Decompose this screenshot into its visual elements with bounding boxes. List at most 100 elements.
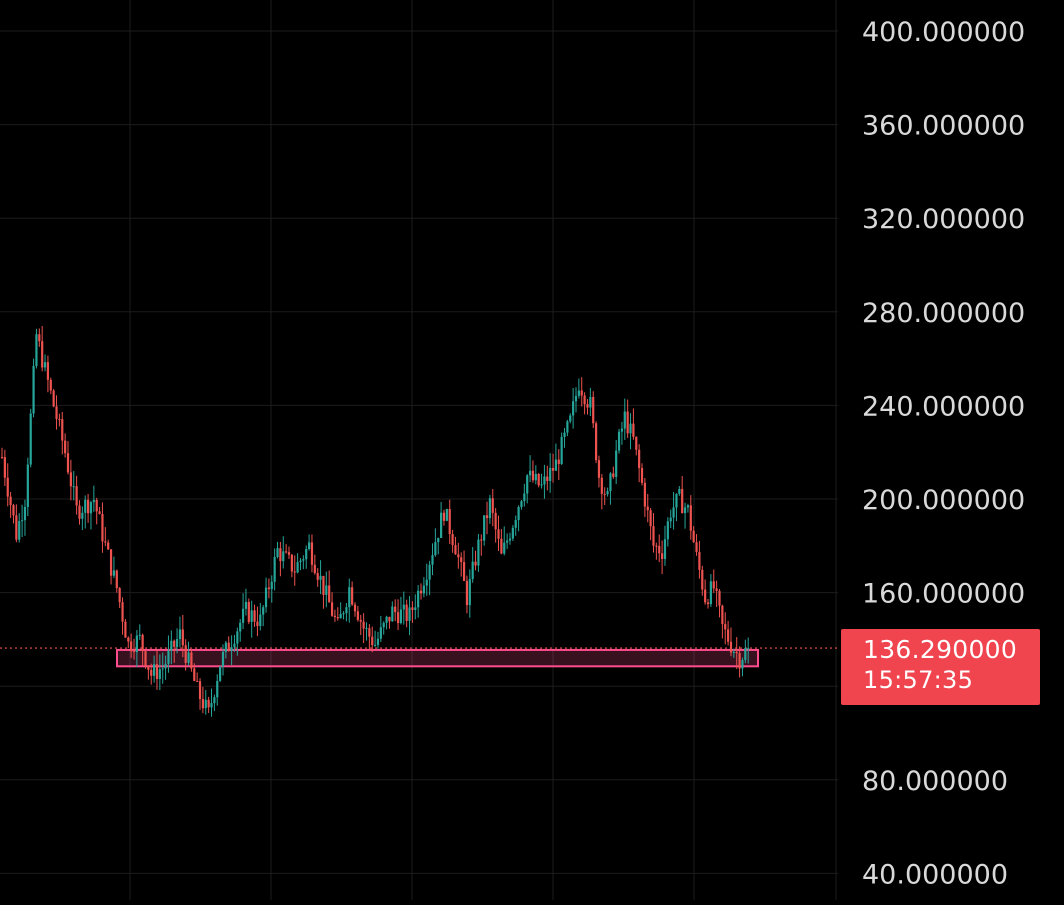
y-tick-label: 400.000000 <box>862 17 1025 48</box>
candle-body <box>198 681 202 700</box>
candle-body <box>190 652 193 669</box>
candle-up <box>629 413 632 450</box>
candle-down <box>460 552 463 577</box>
candle-body <box>617 431 621 451</box>
candle-body <box>551 467 555 471</box>
candle-body <box>460 557 463 563</box>
support-zone[interactable] <box>116 648 759 668</box>
candle-up <box>161 652 164 684</box>
candle-up <box>468 569 471 618</box>
candle-down <box>64 433 67 458</box>
candle-down <box>184 639 187 671</box>
candle-up <box>282 536 285 569</box>
candle-body <box>422 585 425 594</box>
candle-body <box>89 502 93 514</box>
candle-down <box>454 536 457 555</box>
candle-body <box>396 612 400 624</box>
candle-down <box>649 508 652 541</box>
candle-body <box>652 526 655 546</box>
candle-up <box>26 457 29 517</box>
candle-down <box>147 665 150 680</box>
candle-down <box>95 497 98 525</box>
candle-up <box>732 648 735 658</box>
candle-body <box>514 520 517 528</box>
candle-up <box>399 596 403 625</box>
candle-down <box>310 534 314 573</box>
candle-body <box>256 621 259 626</box>
candle-body <box>230 647 233 652</box>
candle-body <box>491 498 494 513</box>
candle-body <box>161 668 164 670</box>
candle-down <box>706 598 710 609</box>
candle-up <box>164 655 167 680</box>
candle-up <box>135 630 138 668</box>
candle-body <box>130 641 133 652</box>
candle-down <box>586 399 589 415</box>
candle-body <box>75 486 78 506</box>
candle-body <box>428 564 431 580</box>
candle-down <box>78 500 81 525</box>
candle-up <box>577 378 580 399</box>
candle-up <box>244 588 248 616</box>
candle-body <box>87 499 90 514</box>
candle-down <box>394 599 397 622</box>
candle-up <box>672 491 675 530</box>
candle-up <box>508 532 512 545</box>
candle-body <box>666 521 669 540</box>
candle-down <box>371 626 374 653</box>
candle-down <box>279 541 282 577</box>
candle-body <box>78 505 81 519</box>
candle-body <box>95 499 98 512</box>
candle-down <box>448 499 451 545</box>
candle-down <box>727 620 730 646</box>
candle-down <box>333 609 337 622</box>
candle-down <box>3 449 6 487</box>
candle-down <box>132 638 136 660</box>
candle-down <box>15 504 18 543</box>
candle-body <box>353 604 357 612</box>
candle-down <box>104 527 107 547</box>
candle-up <box>307 534 311 551</box>
candle-body <box>686 505 690 508</box>
candle-down <box>738 646 741 678</box>
candle-body <box>563 432 566 437</box>
candle-body <box>285 551 288 553</box>
candle-body <box>729 641 733 653</box>
candle-body <box>537 473 540 486</box>
candle-body <box>638 449 641 469</box>
candle-up <box>35 328 38 369</box>
candle-up <box>374 630 377 647</box>
candle-down <box>130 633 133 658</box>
candle-up <box>365 622 368 641</box>
candle-body <box>316 573 319 580</box>
candle-up <box>239 618 242 642</box>
candle-down <box>396 599 400 631</box>
candle-up <box>264 577 268 613</box>
candle-body <box>273 557 276 582</box>
candle-body <box>572 401 575 416</box>
candle-body <box>233 643 236 648</box>
candle-up <box>417 585 420 618</box>
candle-body <box>98 511 101 515</box>
candle-up <box>345 602 348 622</box>
candle-up <box>158 654 161 691</box>
candle-body <box>118 588 121 603</box>
candle-body <box>313 564 316 574</box>
candle-up <box>230 635 233 666</box>
candle-down <box>227 636 230 652</box>
candle-body <box>678 489 681 494</box>
candle-body <box>181 629 184 646</box>
candle-up <box>549 453 552 493</box>
candle-down <box>107 539 110 550</box>
candle-down <box>101 502 104 553</box>
candle-body <box>153 664 156 676</box>
candle-body <box>603 493 606 495</box>
candle-body <box>379 627 382 639</box>
candle-body <box>322 575 325 595</box>
candle-body <box>290 554 293 572</box>
candle-up <box>615 440 618 484</box>
candle-body <box>669 517 672 522</box>
candle-body <box>640 468 644 483</box>
candle-body <box>741 660 744 669</box>
